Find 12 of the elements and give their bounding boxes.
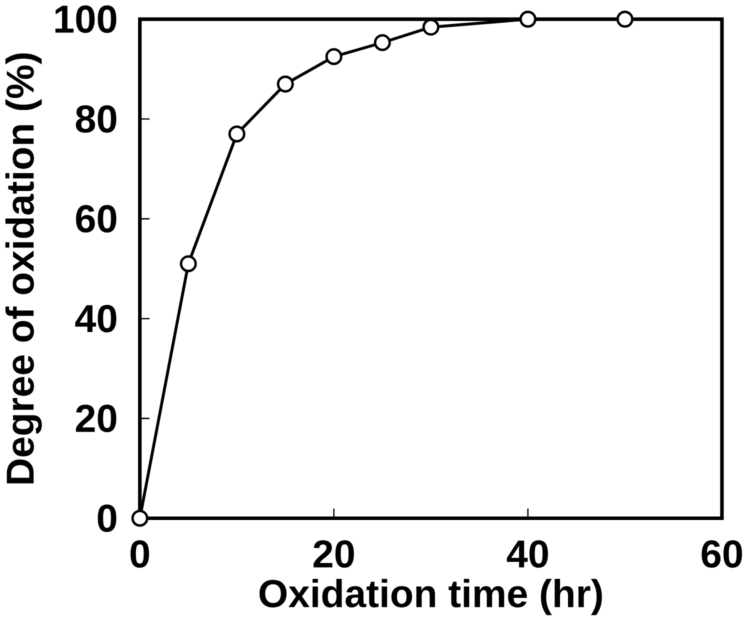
x-tick-label: 40 bbox=[506, 540, 548, 568]
y-tick-label: 20 bbox=[76, 404, 116, 432]
y-tick-label: 40 bbox=[75, 305, 116, 333]
y-tick-label: 100 bbox=[55, 6, 116, 34]
y-tick-label: 60 bbox=[76, 205, 116, 233]
y-tick-label: 0 bbox=[98, 504, 116, 532]
x-tick-label: 20 bbox=[314, 540, 354, 568]
y-tick-label: 80 bbox=[76, 105, 116, 133]
x-tick-label: 60 bbox=[702, 540, 742, 568]
y-axis-title: Degree of oxidation (%) bbox=[5, 54, 42, 484]
x-axis-title: Oxidation time (hr) bbox=[260, 579, 602, 616]
x-tick-label: 0 bbox=[130, 540, 150, 568]
